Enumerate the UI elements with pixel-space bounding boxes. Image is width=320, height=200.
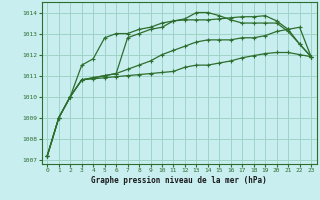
X-axis label: Graphe pression niveau de la mer (hPa): Graphe pression niveau de la mer (hPa) (91, 176, 267, 185)
